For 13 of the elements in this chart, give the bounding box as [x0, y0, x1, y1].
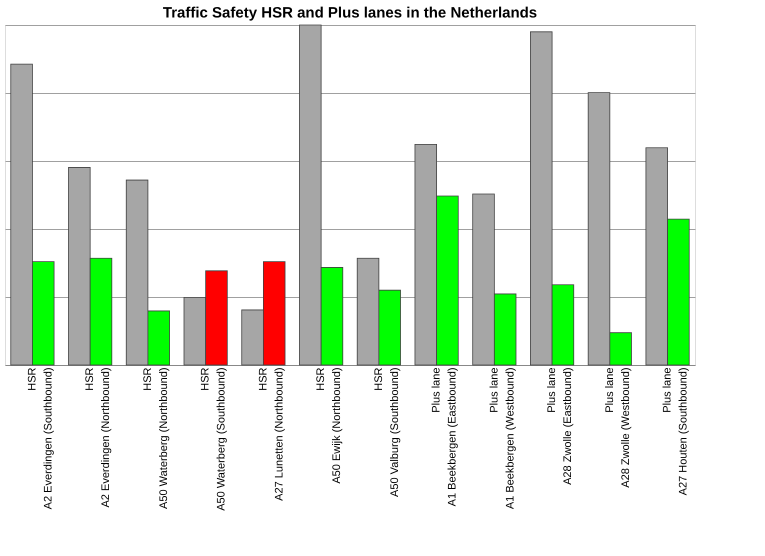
x-tick-label: HSR A50 Ewijk (Northbound): [315, 367, 344, 484]
x-tick-label: Plus lane A1 Beekbergen (Westbound): [488, 368, 516, 510]
x-tick-label: HSR A27 Lunetten (Northbound): [257, 367, 286, 501]
x-tick-label: HSR A50 Waterberg (Southbound): [200, 367, 228, 511]
chart-title: Traffic Safety HSR and Plus lanes in the Netherlands: [162, 4, 538, 22]
x-tick-label: Plus lane A28 Zwolle (Eastbound): [546, 368, 574, 485]
x-tick-label: Plus lane A1 Beekbergen (Eastbound): [430, 368, 459, 506]
x-tick-label: Plus lane A27 Houten (Southbound): [662, 368, 690, 496]
x-tick-label: Plus lane A28 Zwolle (Westbound): [604, 368, 632, 488]
x-tick-label: HSR A50 Waterberg (Northbound): [142, 367, 170, 509]
x-tick-label: HSR A50 Valburg (Southbound): [372, 367, 401, 497]
x-tick-label: HSR A2 Everdingen (Northbound): [84, 367, 112, 508]
x-tick-label: HSR A2 Everdingen (Southbound): [26, 367, 54, 510]
